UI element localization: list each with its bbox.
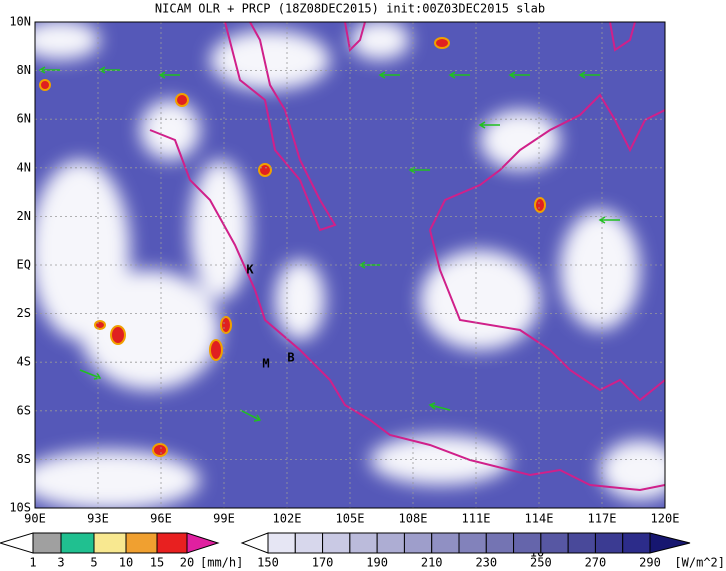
colorbar-label: 230 [475,556,497,570]
lon-label: 117E [588,512,617,526]
colorbar-segment [540,532,569,554]
lon-label: 120E [651,512,680,526]
colorbar-unit: [mm/h] [200,556,243,570]
lon-label: 96E [150,512,172,526]
lat-label: 2N [17,209,31,223]
lon-label: 108E [399,512,428,526]
lon-label: 111E [462,512,491,526]
colorbar-label: 20 [180,556,194,570]
lat-label: 10N [9,15,31,29]
colorbar-segment [349,532,378,554]
marker-label: K [246,263,254,277]
lon-label: 105E [336,512,365,526]
lon-label: 99E [213,512,235,526]
lat-label: 10S [9,501,31,515]
lat-label: 2S [17,306,31,320]
colorbar-label: 290 [639,556,661,570]
colorbar-label: 210 [421,556,443,570]
lon-label: 93E [87,512,109,526]
colorbar-segment [376,532,405,554]
colorbar-label: 15 [150,556,164,570]
colorbar-segment [294,532,324,554]
lon-label: 90E [24,512,46,526]
colorbar-segment [267,532,296,554]
marker-label: M [262,357,269,371]
lat-label: 4S [17,355,31,369]
colorbar-segment [156,532,188,554]
lat-label: 6N [17,112,31,126]
colorbar-label: 170 [312,556,334,570]
colorbar-segment [322,532,351,554]
colorbar-label: 250 [530,556,552,570]
colorbar-label: 150 [257,556,279,570]
colorbar-segment [458,532,487,554]
marker-label: B [287,351,294,365]
colorbar-arrow [240,532,269,554]
map-frame [34,21,666,509]
colorbar-label: 3 [57,556,64,570]
colorbar-segment [594,532,624,554]
colorbar-label: 270 [585,556,607,570]
colorbar-label: 10 [119,556,133,570]
lat-label: 8S [17,452,31,466]
colorbar-segment [485,532,515,554]
lat-label: EQ [17,258,31,272]
lat-label: 8N [17,63,31,77]
colorbar-segment [125,532,158,554]
lon-label: 102E [273,512,302,526]
colorbar-segment [431,532,460,554]
colorbar-segment [60,532,95,554]
colorbar-segment [513,532,542,554]
colorbar-segment [93,532,127,554]
colorbar-arrow [649,532,691,554]
title: NICAM OLR + PRCP (18Z08DEC2015) init:00Z… [155,2,545,16]
colorbar-label: 5 [90,556,97,570]
grid [35,22,665,508]
colorbar-segment [32,532,62,554]
colorbar-label: 190 [366,556,388,570]
colorbar-segment [403,532,433,554]
colorbar-arrow [0,532,34,554]
colorbar-segment [622,532,651,554]
colorbar-arrow [186,532,220,554]
colorbar-label: 1 [29,556,36,570]
colorbar-segment [567,532,596,554]
lat-label: 6S [17,403,31,417]
lon-label: 114E [525,512,554,526]
lat-label: 4N [17,160,31,174]
colorbars: 1 3 5 10 15 20 [mm/h] 150 170 190 210 230 250 270 290 [… [0,532,725,570]
colorbar-unit: [W/m^2] [674,556,725,570]
